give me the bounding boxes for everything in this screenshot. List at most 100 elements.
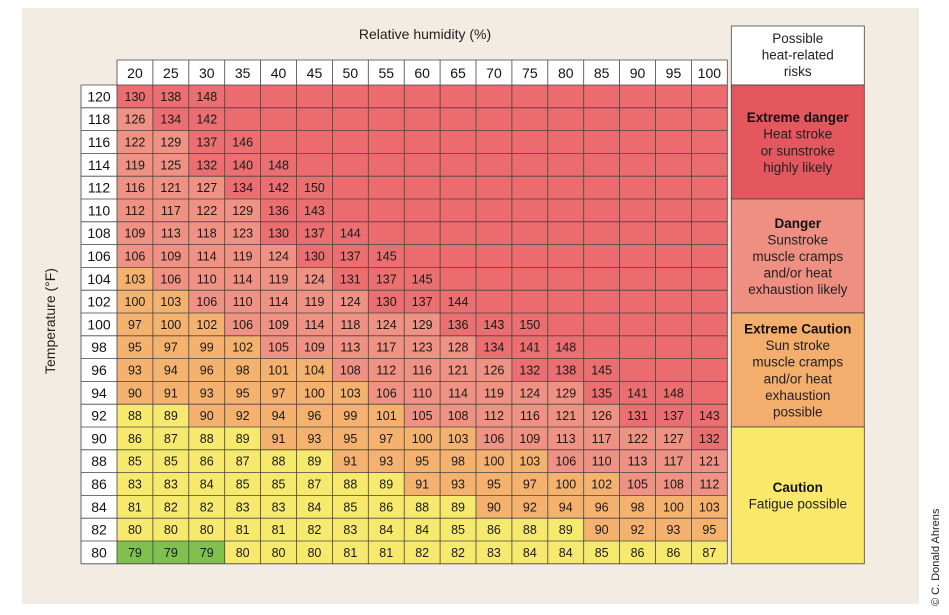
humidity-label: 50 <box>343 65 359 81</box>
heat-index-cell <box>332 107 369 131</box>
temperature-label: 90 <box>91 430 107 446</box>
heat-index-cell <box>691 244 728 268</box>
heat-index-value: 85 <box>595 546 609 560</box>
heat-index-cell <box>260 267 297 291</box>
heat-index-cell <box>188 472 225 496</box>
heat-index-cell <box>224 404 261 427</box>
heat-index-cell <box>655 130 692 154</box>
heat-index-cell <box>117 199 153 222</box>
heat-index-cell <box>619 107 656 131</box>
heat-index-cell <box>260 541 297 564</box>
y-axis-title: Temperature (°F) <box>42 268 58 374</box>
heat-index-cell <box>117 313 153 336</box>
heat-index-value: 96 <box>595 500 609 514</box>
temperature-label: 86 <box>91 476 107 492</box>
heat-index-cell <box>404 244 441 268</box>
heat-index-cell <box>368 153 405 177</box>
heat-index-value: 89 <box>236 432 250 446</box>
heat-index-cell <box>547 358 584 382</box>
risk-header-box <box>730 25 865 86</box>
heat-index-value: 106 <box>232 318 253 332</box>
temperature-label: 100 <box>87 316 111 332</box>
heat-index-cell <box>152 449 189 473</box>
heat-index-cell <box>404 472 441 496</box>
heat-index-cell <box>332 335 369 359</box>
heat-index-cell <box>691 427 728 450</box>
heat-index-value: 102 <box>591 478 612 492</box>
heat-index-cell <box>655 358 692 382</box>
heat-index-cell <box>440 107 476 131</box>
heat-index-cell <box>583 107 620 131</box>
heat-index-cell <box>224 335 261 359</box>
heat-index-value: 83 <box>272 500 286 514</box>
heat-index-cell <box>296 518 333 541</box>
heat-index-cell <box>260 381 297 405</box>
heat-index-cell <box>296 85 333 108</box>
heat-index-value: 80 <box>307 546 321 560</box>
heat-index-cell <box>368 335 405 359</box>
heat-index-cell <box>152 221 189 245</box>
heat-index-value: 96 <box>307 409 321 423</box>
heat-index-value: 93 <box>379 455 393 469</box>
heat-index-value: 109 <box>268 318 289 332</box>
heat-index-cell <box>547 85 584 108</box>
humidity-label: 60 <box>414 65 430 81</box>
heat-index-cell <box>655 153 692 177</box>
heat-index-cell <box>332 449 369 473</box>
heat-index-cell <box>476 107 512 131</box>
heat-index-cell <box>476 335 512 359</box>
heat-index-cell <box>547 130 584 154</box>
heat-index-cell <box>691 290 728 313</box>
risk-description: Fatigue possible <box>749 497 847 512</box>
heat-index-value: 81 <box>272 523 286 537</box>
heat-index-cell <box>583 313 620 336</box>
heat-index-value: 148 <box>196 90 217 104</box>
heat-index-cell <box>404 199 441 222</box>
heat-index-cell <box>260 313 297 336</box>
heat-index-cell <box>619 449 656 473</box>
heat-index-value: 126 <box>591 409 612 423</box>
heat-index-cell <box>511 427 548 450</box>
heat-index-value: 95 <box>702 523 716 537</box>
heat-index-value: 145 <box>376 250 397 264</box>
temperature-label: 114 <box>88 157 111 173</box>
heat-index-cell <box>691 199 728 222</box>
heat-index-value: 95 <box>236 386 250 400</box>
risk-description: muscle cramps <box>752 355 843 370</box>
risk-description: Sunstroke <box>767 232 828 247</box>
heat-index-cell <box>224 472 261 496</box>
heat-index-cell <box>332 221 369 245</box>
heat-index-cell <box>655 176 692 199</box>
heat-index-cell <box>332 290 369 313</box>
heat-index-value: 84 <box>415 523 429 537</box>
heat-index-cell <box>260 427 297 450</box>
heat-index-value: 94 <box>272 409 286 423</box>
heat-index-cell <box>511 290 548 313</box>
heat-index-value: 123 <box>232 227 253 241</box>
temperature-label: 98 <box>91 339 107 355</box>
heat-index-value: 114 <box>233 272 253 286</box>
heat-index-value: 86 <box>487 523 501 537</box>
heat-index-value: 84 <box>200 478 214 492</box>
heat-index-cell <box>404 427 441 450</box>
heat-index-value: 125 <box>160 158 181 172</box>
heat-index-value: 106 <box>376 386 397 400</box>
heat-index-value: 91 <box>415 478 429 492</box>
heat-index-cell <box>440 427 476 450</box>
heat-index-value: 82 <box>200 500 214 514</box>
heat-index-cell <box>547 199 584 222</box>
risk-description: Heat stroke <box>763 127 832 142</box>
heat-index-cell <box>619 130 656 154</box>
heat-index-cell <box>547 472 584 496</box>
heat-index-cell <box>619 427 656 450</box>
heat-index-cell <box>368 267 405 291</box>
heat-index-cell <box>655 221 692 245</box>
heat-index-cell <box>619 267 656 291</box>
heat-index-value: 86 <box>631 546 645 560</box>
heat-index-cell <box>296 427 333 450</box>
heat-index-cell <box>655 404 692 427</box>
heat-index-cell <box>224 427 261 450</box>
heat-index-cell <box>368 518 405 541</box>
heat-index-cell <box>619 381 656 405</box>
heat-index-cell <box>188 267 225 291</box>
